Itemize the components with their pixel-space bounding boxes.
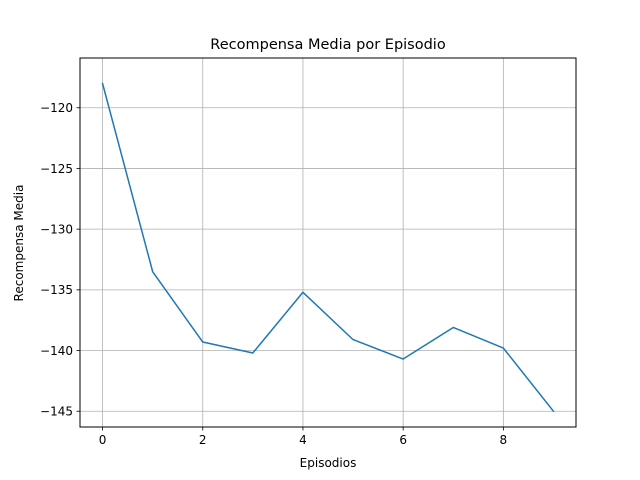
plot-frame <box>79 57 577 428</box>
x-tick-label: 8 <box>500 433 508 447</box>
x-tick-label: 2 <box>199 433 207 447</box>
y-axis-label: Recompensa Media <box>12 185 26 302</box>
series-group <box>101 82 555 413</box>
y-tick-label: −130 <box>40 222 73 236</box>
y-tick-label: −145 <box>40 405 73 419</box>
x-tick-label: 0 <box>99 433 107 447</box>
x-tick-label: 4 <box>299 433 307 447</box>
x-axis-label: Episodios <box>300 456 357 470</box>
x-axis-ticks: 0 2 4 6 8 <box>99 427 507 447</box>
chart-title: Recompensa Media por Episodio <box>210 37 446 53</box>
y-axis-ticks: −120 −125 −130 −135 −140 −145 <box>40 101 80 419</box>
y-tick-label: −125 <box>40 162 73 176</box>
x-tick-label: 6 <box>399 433 407 447</box>
grid <box>80 58 576 427</box>
series-line <box>101 82 555 413</box>
y-tick-label: −135 <box>40 283 73 297</box>
y-tick-label: −140 <box>40 344 73 358</box>
y-tick-label: −120 <box>40 101 73 115</box>
